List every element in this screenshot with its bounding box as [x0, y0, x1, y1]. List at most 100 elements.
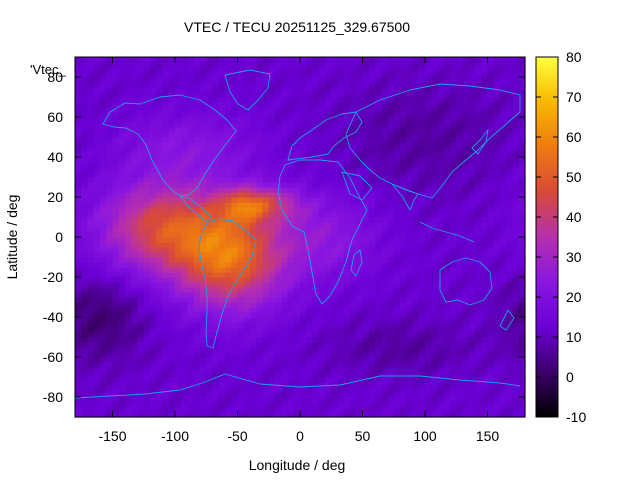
heatmap-cell	[193, 67, 201, 73]
heatmap-cell	[337, 62, 345, 68]
heatmap-cell	[325, 412, 332, 418]
heatmap-cell	[393, 372, 401, 378]
heatmap-cell	[256, 207, 264, 213]
heatmap-cell	[350, 102, 357, 108]
heatmap-cell	[112, 372, 120, 378]
heatmap-cell	[425, 232, 432, 238]
heatmap-cell	[400, 377, 407, 383]
heatmap-cell	[443, 367, 451, 373]
heatmap-cell	[325, 112, 332, 118]
heatmap-cell	[406, 127, 414, 133]
heatmap-cell	[212, 117, 220, 123]
heatmap-cell	[137, 242, 145, 248]
heatmap-cell	[400, 237, 407, 243]
heatmap-cell	[368, 317, 376, 323]
heatmap-cell	[125, 202, 132, 208]
heatmap-cell	[112, 147, 120, 153]
heatmap-cell	[300, 197, 307, 203]
heatmap-cell	[475, 122, 482, 128]
heatmap-cell	[331, 382, 339, 388]
heatmap-cell	[425, 277, 432, 283]
heatmap-cell	[168, 127, 176, 133]
heatmap-cell	[362, 407, 370, 413]
heatmap-cell	[137, 402, 145, 408]
heatmap-cell	[431, 397, 439, 403]
heatmap-cell	[181, 207, 189, 213]
heatmap-cell	[168, 122, 176, 128]
heatmap-cell	[312, 247, 320, 253]
heatmap-cell	[506, 297, 514, 303]
heatmap-cell	[168, 272, 176, 278]
heatmap-cell	[250, 397, 257, 403]
heatmap-cell	[456, 67, 464, 73]
heatmap-cell	[112, 62, 120, 68]
heatmap-cell	[481, 232, 489, 238]
heatmap-cell	[93, 362, 101, 368]
heatmap-cell	[156, 237, 164, 243]
heatmap-cell	[381, 312, 389, 318]
heatmap-cell	[481, 372, 489, 378]
heatmap-cell	[350, 352, 357, 358]
heatmap-cell	[431, 122, 439, 128]
heatmap-cell	[150, 377, 157, 383]
heatmap-cell	[275, 127, 282, 133]
heatmap-cell	[462, 382, 470, 388]
heatmap-cell	[356, 62, 364, 68]
heatmap-cell	[143, 82, 151, 88]
heatmap-cell	[481, 312, 489, 318]
heatmap-cell	[262, 332, 270, 338]
heatmap-cell	[125, 367, 132, 373]
heatmap-cell	[131, 362, 139, 368]
heatmap-cell	[206, 62, 214, 68]
heatmap-cell	[368, 412, 376, 418]
heatmap-cell	[81, 392, 89, 398]
heatmap-cell	[87, 192, 95, 198]
heatmap-cell	[400, 387, 407, 393]
heatmap-cell	[143, 162, 151, 168]
heatmap-cell	[243, 332, 251, 338]
heatmap-cell	[125, 282, 132, 288]
heatmap-cell	[243, 127, 251, 133]
heatmap-cell	[462, 252, 470, 258]
heatmap-cell	[468, 322, 476, 328]
heatmap-cell	[287, 327, 295, 333]
heatmap-cell	[412, 392, 420, 398]
heatmap-cell	[418, 187, 426, 193]
heatmap-cell	[418, 402, 426, 408]
heatmap-cell	[312, 282, 320, 288]
heatmap-cell	[456, 352, 464, 358]
heatmap-cell	[231, 402, 239, 408]
heatmap-cell	[100, 142, 107, 148]
heatmap-cell	[100, 252, 107, 258]
heatmap-cell	[187, 97, 195, 103]
heatmap-cell	[106, 152, 114, 158]
heatmap-cell	[100, 87, 107, 93]
heatmap-cell	[212, 317, 220, 323]
heatmap-cell	[343, 102, 351, 108]
heatmap-cell	[187, 252, 195, 258]
heatmap-cell	[456, 182, 464, 188]
heatmap-cell	[243, 192, 251, 198]
heatmap-cell	[375, 377, 382, 383]
heatmap-cell	[412, 112, 420, 118]
heatmap-cell	[156, 227, 164, 233]
heatmap-cell	[175, 57, 182, 63]
heatmap-cell	[193, 227, 201, 233]
heatmap-cell	[312, 387, 320, 393]
heatmap-cell	[118, 362, 126, 368]
heatmap-cell	[300, 107, 307, 113]
heatmap-cell	[243, 342, 251, 348]
heatmap-cell	[250, 57, 257, 63]
heatmap-cell	[87, 382, 95, 388]
heatmap-cell	[262, 97, 270, 103]
heatmap-cell	[443, 392, 451, 398]
heatmap-cell	[243, 172, 251, 178]
heatmap-cell	[475, 307, 482, 313]
heatmap-cell	[412, 82, 420, 88]
heatmap-cell	[443, 272, 451, 278]
heatmap-cell	[493, 147, 501, 153]
heatmap-cell	[306, 167, 314, 173]
heatmap-cell	[243, 207, 251, 213]
heatmap-cell	[456, 292, 464, 298]
heatmap-cell	[450, 237, 457, 243]
